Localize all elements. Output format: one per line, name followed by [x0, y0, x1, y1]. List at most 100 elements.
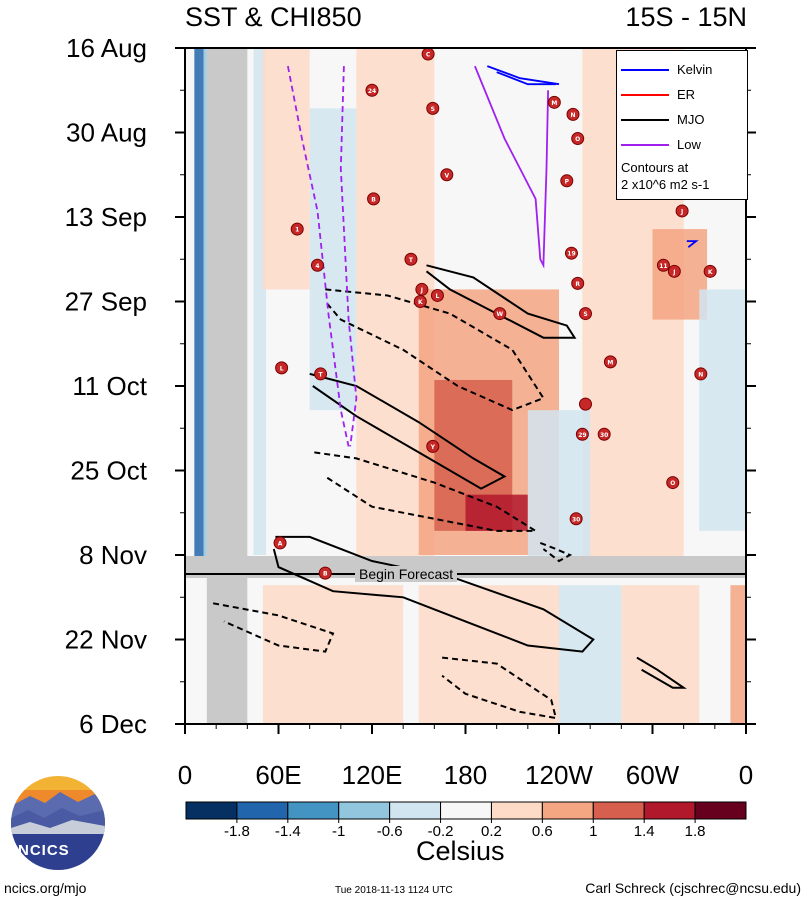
- storm-marker: M: [547, 95, 561, 109]
- colorbar-swatch: [592, 801, 645, 820]
- storm-icon: [426, 439, 440, 453]
- contours: [212, 65, 699, 720]
- storm-label: O: [575, 136, 580, 143]
- colorbar-tick-label: 1: [589, 823, 597, 840]
- y-tick-label: 30 Aug: [66, 118, 147, 148]
- sst-anomaly-cell: [418, 585, 559, 724]
- contour-kelvin: [686, 240, 699, 248]
- storm-marker: 30: [569, 512, 583, 526]
- footer-author: Carl Schreck (cjschrec@ncsu.edu): [585, 880, 801, 896]
- storm-icon: [426, 101, 440, 115]
- contour-mjo: [309, 372, 507, 490]
- storm-marker: M: [603, 355, 617, 369]
- colorbar-tick-label: 0.6: [532, 823, 553, 840]
- storm-icon: [569, 512, 583, 526]
- storm-label: W: [496, 311, 503, 318]
- storm-label: J: [680, 208, 683, 215]
- forecast-label: Begin Forecast: [355, 566, 458, 582]
- storm-label: 1: [295, 227, 299, 234]
- storm-icon: [413, 295, 427, 308]
- storm-label: S: [583, 311, 587, 318]
- colorbar-tick-label: -1.4: [275, 823, 301, 840]
- storm-marker: T: [314, 367, 328, 381]
- storm-label: J: [420, 287, 423, 294]
- legend-label: ER: [677, 87, 696, 102]
- storm-icon: [275, 361, 289, 375]
- storm-label: M: [551, 100, 557, 107]
- x-tick-label: 180: [444, 760, 487, 790]
- x-tick-label: 0: [739, 760, 753, 790]
- storm-label: K: [708, 269, 713, 276]
- storm-marker: L: [275, 361, 289, 375]
- x-tick-label: 0: [178, 760, 192, 790]
- sst-anomaly-cell: [730, 585, 746, 724]
- storm-label: M: [607, 359, 613, 366]
- sst-anomaly-cell: [621, 585, 700, 724]
- storm-icon: [571, 132, 585, 146]
- storm-marker: S: [426, 101, 440, 115]
- storm-marker: 11: [656, 258, 670, 272]
- legend-swatch: [621, 94, 669, 96]
- storm-label: N: [571, 112, 576, 119]
- y-tick-label: 27 Sep: [65, 287, 147, 317]
- sst-anomaly-cell: [194, 48, 204, 568]
- storm-label: 30: [600, 432, 608, 439]
- storm-label: L: [280, 365, 284, 372]
- storm-icon: [694, 367, 708, 381]
- storm-icon: [310, 258, 324, 272]
- masked-region: [206, 48, 248, 724]
- storm-icon: [575, 427, 589, 441]
- storm-icon: [318, 566, 332, 580]
- legend-label: Low: [677, 137, 701, 152]
- storm-icon: [493, 307, 507, 321]
- storm-marker: R: [571, 276, 585, 290]
- storm-marker: A: [273, 536, 287, 550]
- contour-mjo: [425, 264, 577, 339]
- logo-text: NCICS: [18, 842, 70, 859]
- colorbar-swatch: [389, 801, 442, 820]
- storm-marker: O: [571, 132, 585, 146]
- storm-icon: [667, 264, 681, 278]
- y-tick-label: 6 Dec: [79, 709, 147, 739]
- y-tick-label: 11 Oct: [72, 371, 147, 401]
- storm-marker: N: [566, 107, 580, 121]
- x-tick-label: 120E: [342, 760, 403, 790]
- contour-kelvin: [486, 65, 560, 86]
- contour-low: [287, 65, 350, 447]
- storm-marker: C: [421, 48, 435, 61]
- storm-marker: 1: [290, 222, 304, 236]
- storm-marker: O: [666, 476, 680, 490]
- legend-label: Kelvin: [677, 62, 713, 77]
- storm-label: Y: [430, 444, 436, 451]
- storm-marker: S: [578, 307, 592, 321]
- storm-marker: N: [694, 367, 708, 381]
- storm-label: V: [444, 172, 449, 179]
- storm-label: T: [409, 257, 414, 264]
- region-label: 15S - 15N: [625, 2, 747, 32]
- storm-marker: J: [667, 264, 681, 278]
- colorbar-tick-label: 1.4: [634, 823, 655, 840]
- legend-swatch: [621, 144, 669, 146]
- colorbar-swatch: [490, 801, 543, 820]
- storm-icon: [675, 204, 689, 218]
- x-axis: 0 60E 120E 180 120W 60W 0: [178, 724, 753, 790]
- legend-note-line1: Contours at: [621, 160, 689, 175]
- colorbar-swatch: [338, 801, 391, 820]
- storm-icon: [440, 168, 454, 182]
- y-tick-label: 22 Nov: [65, 625, 147, 655]
- storm-marker: V: [440, 168, 454, 182]
- storm-icon: [547, 95, 561, 109]
- colorbar-swatch: [185, 801, 238, 820]
- storm-icon: [571, 276, 585, 290]
- storm-label: 24: [368, 88, 376, 95]
- storm-label: 4: [315, 263, 319, 270]
- storm-icon: [597, 427, 611, 441]
- legend: Kelvin ER MJO Low Contours at 2 x10^6 m2…: [616, 50, 748, 200]
- colorbar-swatch: [236, 801, 289, 820]
- storm-marker: T: [404, 252, 418, 266]
- storm-icon: [560, 174, 574, 188]
- storm-marker: K: [413, 295, 427, 308]
- sst-anomaly-cell: [699, 289, 746, 531]
- sst-anomaly-cell: [559, 585, 622, 724]
